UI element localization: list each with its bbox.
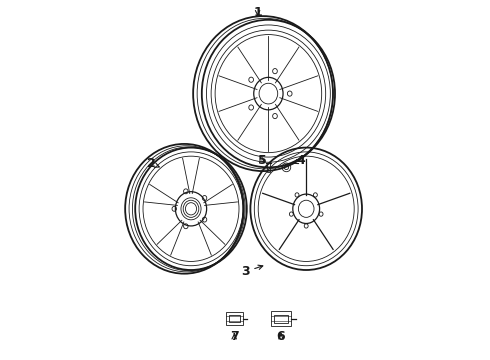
Text: 4: 4	[294, 154, 305, 167]
Text: 2: 2	[147, 157, 159, 170]
Text: 1: 1	[253, 6, 262, 19]
Text: 5: 5	[258, 154, 267, 167]
Text: 7: 7	[230, 330, 239, 343]
Text: 3: 3	[241, 265, 263, 278]
Bar	[229, 315, 240, 322]
Text: 6: 6	[277, 330, 285, 343]
Bar	[271, 311, 291, 326]
Bar	[267, 163, 270, 172]
Bar	[225, 312, 243, 325]
Bar	[274, 315, 288, 323]
